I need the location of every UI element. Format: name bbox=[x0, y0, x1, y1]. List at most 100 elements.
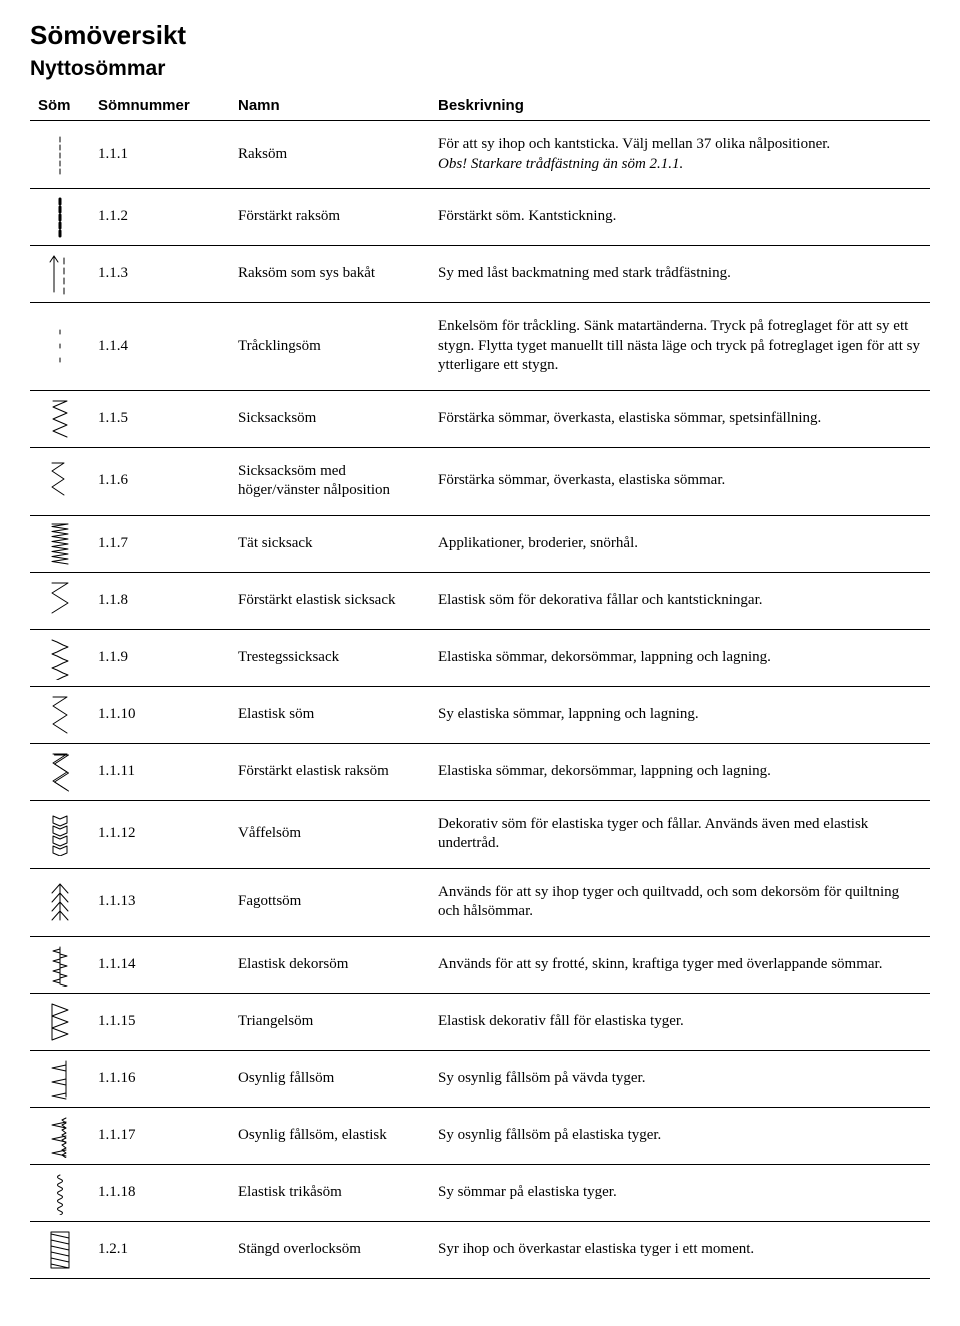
stitch-icon bbox=[30, 189, 90, 246]
table-row: 1.1.9TrestegssicksackElastiska sömmar, d… bbox=[30, 629, 930, 686]
stitch-number: 1.1.15 bbox=[90, 993, 230, 1050]
table-row: 1.2.1Stängd overlocksömSyr ihop och över… bbox=[30, 1221, 930, 1278]
stitch-desc: Elastisk söm för dekorativa fållar och k… bbox=[430, 572, 930, 629]
stitch-name: Tråcklingsöm bbox=[230, 303, 430, 391]
page-title: Sömöversikt bbox=[30, 20, 930, 51]
stitch-desc: Elastisk dekorativ fåll för elastiska ty… bbox=[430, 993, 930, 1050]
table-row: 1.1.5SicksacksömFörstärka sömmar, överka… bbox=[30, 390, 930, 447]
table-row: 1.1.14Elastisk dekorsömAnvänds för att s… bbox=[30, 936, 930, 993]
stitch-icon bbox=[30, 303, 90, 391]
table-row: 1.1.6Sicksacksöm med höger/vänster nålpo… bbox=[30, 447, 930, 515]
stitch-name: Elastisk söm bbox=[230, 686, 430, 743]
stitch-number: 1.1.3 bbox=[90, 246, 230, 303]
stitch-number: 1.1.7 bbox=[90, 515, 230, 572]
stitch-number: 1.1.14 bbox=[90, 936, 230, 993]
table-row: 1.1.17Osynlig fållsöm, elastiskSy osynli… bbox=[30, 1107, 930, 1164]
table-row: 1.1.4TråcklingsömEnkelsöm för tråckling.… bbox=[30, 303, 930, 391]
stitch-number: 1.1.11 bbox=[90, 743, 230, 800]
stitch-icon bbox=[30, 1164, 90, 1221]
col-number: Sömnummer bbox=[90, 91, 230, 121]
stitch-name: Stängd overlocksöm bbox=[230, 1221, 430, 1278]
stitch-desc: Elastiska sömmar, dekorsömmar, lappning … bbox=[430, 629, 930, 686]
stitch-name: Osynlig fållsöm bbox=[230, 1050, 430, 1107]
stitch-icon bbox=[30, 800, 90, 868]
stitch-name: Raksöm bbox=[230, 121, 430, 189]
stitch-icon bbox=[30, 868, 90, 936]
table-row: 1.1.18Elastisk trikåsömSy sömmar på elas… bbox=[30, 1164, 930, 1221]
stitch-icon bbox=[30, 743, 90, 800]
stitch-icon bbox=[30, 629, 90, 686]
table-header-row: Söm Sömnummer Namn Beskrivning bbox=[30, 91, 930, 121]
stitch-icon bbox=[30, 390, 90, 447]
stitch-name: Förstärkt elastisk sicksack bbox=[230, 572, 430, 629]
stitch-name: Triangelsöm bbox=[230, 993, 430, 1050]
stitch-name: Sicksacksöm bbox=[230, 390, 430, 447]
stitch-number: 1.1.4 bbox=[90, 303, 230, 391]
stitch-desc: Enkelsöm för tråckling. Sänk matartänder… bbox=[430, 303, 930, 391]
stitch-name: Fagottsöm bbox=[230, 868, 430, 936]
table-row: 1.1.12VåffelsömDekorativ söm för elastis… bbox=[30, 800, 930, 868]
stitch-icon bbox=[30, 121, 90, 189]
stitch-name: Förstärkt raksöm bbox=[230, 189, 430, 246]
table-row: 1.1.2Förstärkt raksömFörstärkt söm. Kant… bbox=[30, 189, 930, 246]
stitch-icon bbox=[30, 1221, 90, 1278]
table-row: 1.1.16Osynlig fållsömSy osynlig fållsöm … bbox=[30, 1050, 930, 1107]
col-desc: Beskrivning bbox=[430, 91, 930, 121]
table-row: 1.1.3Raksöm som sys bakåtSy med låst bac… bbox=[30, 246, 930, 303]
stitch-number: 1.1.17 bbox=[90, 1107, 230, 1164]
stitch-desc: Förstärkt söm. Kantstickning. bbox=[430, 189, 930, 246]
stitch-icon bbox=[30, 1107, 90, 1164]
table-row: 1.1.10Elastisk sömSy elastiska sömmar, l… bbox=[30, 686, 930, 743]
stitch-desc: Förstärka sömmar, överkasta, elastiska s… bbox=[430, 447, 930, 515]
stitch-name: Trestegssicksack bbox=[230, 629, 430, 686]
stitch-desc: Används för att sy ihop tyger och quiltv… bbox=[430, 868, 930, 936]
stitch-number: 1.1.8 bbox=[90, 572, 230, 629]
table-row: 1.1.7Tät sicksackApplikationer, broderie… bbox=[30, 515, 930, 572]
table-row: 1.1.8Förstärkt elastisk sicksackElastisk… bbox=[30, 572, 930, 629]
stitch-number: 1.1.12 bbox=[90, 800, 230, 868]
stitch-table: Söm Sömnummer Namn Beskrivning 1.1.1Raks… bbox=[30, 91, 930, 1279]
stitch-icon bbox=[30, 993, 90, 1050]
stitch-name: Elastisk trikåsöm bbox=[230, 1164, 430, 1221]
stitch-icon bbox=[30, 246, 90, 303]
stitch-name: Tät sicksack bbox=[230, 515, 430, 572]
stitch-desc: Sy elastiska sömmar, lappning och lagnin… bbox=[430, 686, 930, 743]
stitch-icon bbox=[30, 936, 90, 993]
stitch-number: 1.1.9 bbox=[90, 629, 230, 686]
stitch-desc: Sy osynlig fållsöm på elastiska tyger. bbox=[430, 1107, 930, 1164]
stitch-number: 1.1.6 bbox=[90, 447, 230, 515]
stitch-desc: Sy sömmar på elastiska tyger. bbox=[430, 1164, 930, 1221]
stitch-desc: För att sy ihop och kantsticka. Välj mel… bbox=[430, 121, 930, 189]
stitch-icon bbox=[30, 572, 90, 629]
stitch-number: 1.1.2 bbox=[90, 189, 230, 246]
table-row: 1.1.11Förstärkt elastisk raksömElastiska… bbox=[30, 743, 930, 800]
stitch-icon bbox=[30, 447, 90, 515]
stitch-desc: Elastiska sömmar, dekorsömmar, lappning … bbox=[430, 743, 930, 800]
stitch-name: Raksöm som sys bakåt bbox=[230, 246, 430, 303]
stitch-number: 1.1.1 bbox=[90, 121, 230, 189]
stitch-icon bbox=[30, 686, 90, 743]
col-icon: Söm bbox=[30, 91, 90, 121]
stitch-name: Sicksacksöm med höger/vänster nålpositio… bbox=[230, 447, 430, 515]
stitch-number: 1.1.13 bbox=[90, 868, 230, 936]
page-subtitle: Nyttosömmar bbox=[30, 57, 930, 81]
stitch-number: 1.2.1 bbox=[90, 1221, 230, 1278]
stitch-name: Våffelsöm bbox=[230, 800, 430, 868]
stitch-desc: Sy med låst backmatning med stark trådfä… bbox=[430, 246, 930, 303]
table-row: 1.1.15TriangelsömElastisk dekorativ fåll… bbox=[30, 993, 930, 1050]
stitch-desc: Förstärka sömmar, överkasta, elastiska s… bbox=[430, 390, 930, 447]
stitch-number: 1.1.16 bbox=[90, 1050, 230, 1107]
col-name: Namn bbox=[230, 91, 430, 121]
stitch-name: Förstärkt elastisk raksöm bbox=[230, 743, 430, 800]
stitch-desc: Dekorativ söm för elastiska tyger och få… bbox=[430, 800, 930, 868]
table-row: 1.1.13FagottsömAnvänds för att sy ihop t… bbox=[30, 868, 930, 936]
stitch-desc: Applikationer, broderier, snörhål. bbox=[430, 515, 930, 572]
table-row: 1.1.1RaksömFör att sy ihop och kantstick… bbox=[30, 121, 930, 189]
stitch-desc: Syr ihop och överkastar elastiska tyger … bbox=[430, 1221, 930, 1278]
stitch-number: 1.1.5 bbox=[90, 390, 230, 447]
stitch-name: Osynlig fållsöm, elastisk bbox=[230, 1107, 430, 1164]
stitch-number: 1.1.18 bbox=[90, 1164, 230, 1221]
stitch-number: 1.1.10 bbox=[90, 686, 230, 743]
stitch-desc: Används för att sy frotté, skinn, krafti… bbox=[430, 936, 930, 993]
stitch-name: Elastisk dekorsöm bbox=[230, 936, 430, 993]
